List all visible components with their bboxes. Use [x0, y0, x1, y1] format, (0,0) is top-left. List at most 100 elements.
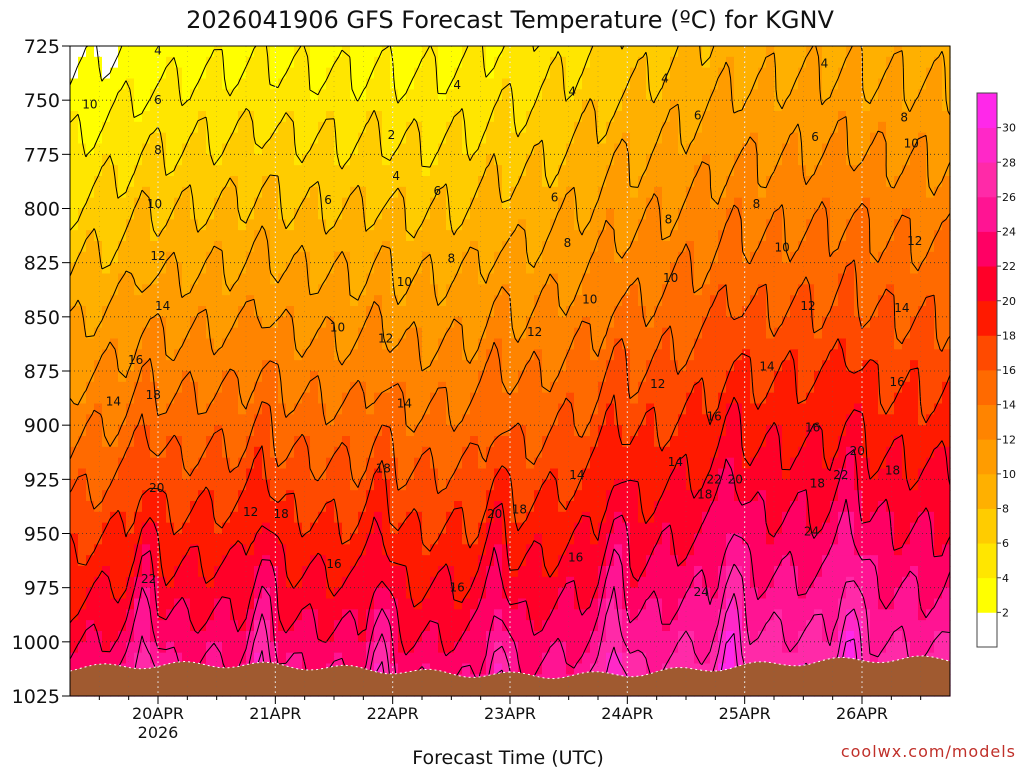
field-cell: [774, 457, 783, 470]
field-cell: [318, 446, 327, 459]
field-cell: [606, 479, 615, 491]
field-cell: [270, 392, 279, 405]
field-cell: [222, 67, 231, 80]
field-cell: [382, 457, 391, 470]
field-cell: [182, 490, 191, 502]
field-cell: [286, 327, 295, 340]
field-cell: [694, 403, 703, 415]
field-cell: [662, 392, 671, 405]
field-cell: [910, 251, 919, 264]
field-cell: [70, 132, 79, 145]
field-cell: [614, 436, 623, 448]
field-cell: [254, 327, 263, 340]
field-cell: [278, 446, 287, 459]
field-cell: [766, 446, 775, 459]
field-cell: [646, 132, 655, 145]
field-cell: [382, 154, 391, 166]
field-cell: [470, 414, 479, 426]
field-cell: [206, 371, 215, 383]
field-cell: [878, 154, 887, 166]
field-cell: [662, 273, 671, 285]
field-cell: [830, 371, 839, 383]
field-cell: [294, 100, 303, 112]
field-cell: [134, 78, 143, 90]
field-cell: [462, 468, 471, 480]
field-cell: [422, 241, 431, 253]
field-cell: [510, 100, 519, 112]
field-cell: [942, 295, 951, 307]
field-cell: [582, 306, 591, 318]
field-cell: [630, 479, 639, 491]
field-cell: [758, 414, 767, 426]
field-cell: [382, 89, 391, 101]
field-cell: [430, 403, 439, 415]
field-cell: [262, 349, 271, 361]
field-cell: [302, 197, 311, 210]
field-cell: [910, 511, 919, 524]
field-cell: [150, 360, 159, 372]
field-cell: [934, 241, 943, 253]
field-cell: [726, 522, 735, 535]
field-cell: [302, 111, 311, 123]
field-cell: [150, 56, 159, 69]
field-cell: [158, 490, 167, 502]
field-cell: [318, 295, 327, 307]
field-cell: [174, 403, 183, 415]
field-cell: [422, 501, 431, 513]
field-cell: [822, 511, 831, 524]
field-cell: [190, 490, 199, 502]
field-cell: [278, 316, 287, 329]
field-cell: [830, 262, 839, 275]
field-cell: [422, 327, 431, 340]
field-cell: [646, 392, 655, 405]
field-cell: [630, 511, 639, 524]
field-cell: [222, 522, 231, 535]
field-cell: [342, 165, 351, 177]
field-cell: [598, 501, 607, 513]
field-cell: [590, 414, 599, 426]
field-cell: [446, 89, 455, 101]
field-cell: [814, 501, 823, 513]
field-cell: [462, 46, 471, 58]
field-cell: [78, 436, 87, 448]
field-cell: [510, 219, 519, 231]
field-cell: [110, 186, 119, 199]
field-cell: [542, 381, 551, 394]
field-cell: [142, 425, 151, 437]
field-cell: [894, 273, 903, 285]
field-cell: [550, 230, 559, 242]
field-cell: [310, 230, 319, 242]
field-cell: [790, 436, 799, 448]
field-cell: [654, 403, 663, 415]
field-cell: [238, 67, 247, 80]
field-cell: [790, 490, 799, 502]
field-cell: [574, 381, 583, 394]
field-cell: [726, 100, 735, 112]
field-cell: [238, 522, 247, 535]
field-cell: [502, 511, 511, 524]
field-cell: [398, 371, 407, 383]
field-cell: [126, 381, 135, 394]
field-cell: [422, 381, 431, 394]
field-cell: [430, 479, 439, 491]
field-cell: [406, 490, 415, 502]
field-cell: [382, 67, 391, 80]
field-cell: [814, 392, 823, 405]
field-cell: [310, 219, 319, 231]
field-cell: [182, 468, 191, 480]
field-cell: [198, 46, 207, 58]
field-cell: [510, 446, 519, 459]
field-cell: [606, 414, 615, 426]
field-cell: [902, 501, 911, 513]
field-cell: [910, 121, 919, 134]
field-cell: [382, 46, 391, 58]
field-cell: [718, 371, 727, 383]
field-cell: [470, 262, 479, 275]
field-cell: [614, 306, 623, 318]
field-cell: [910, 143, 919, 155]
field-cell: [406, 111, 415, 123]
field-cell: [238, 78, 247, 90]
field-cell: [438, 273, 447, 285]
field-cell: [334, 176, 343, 188]
field-cell: [126, 338, 135, 350]
